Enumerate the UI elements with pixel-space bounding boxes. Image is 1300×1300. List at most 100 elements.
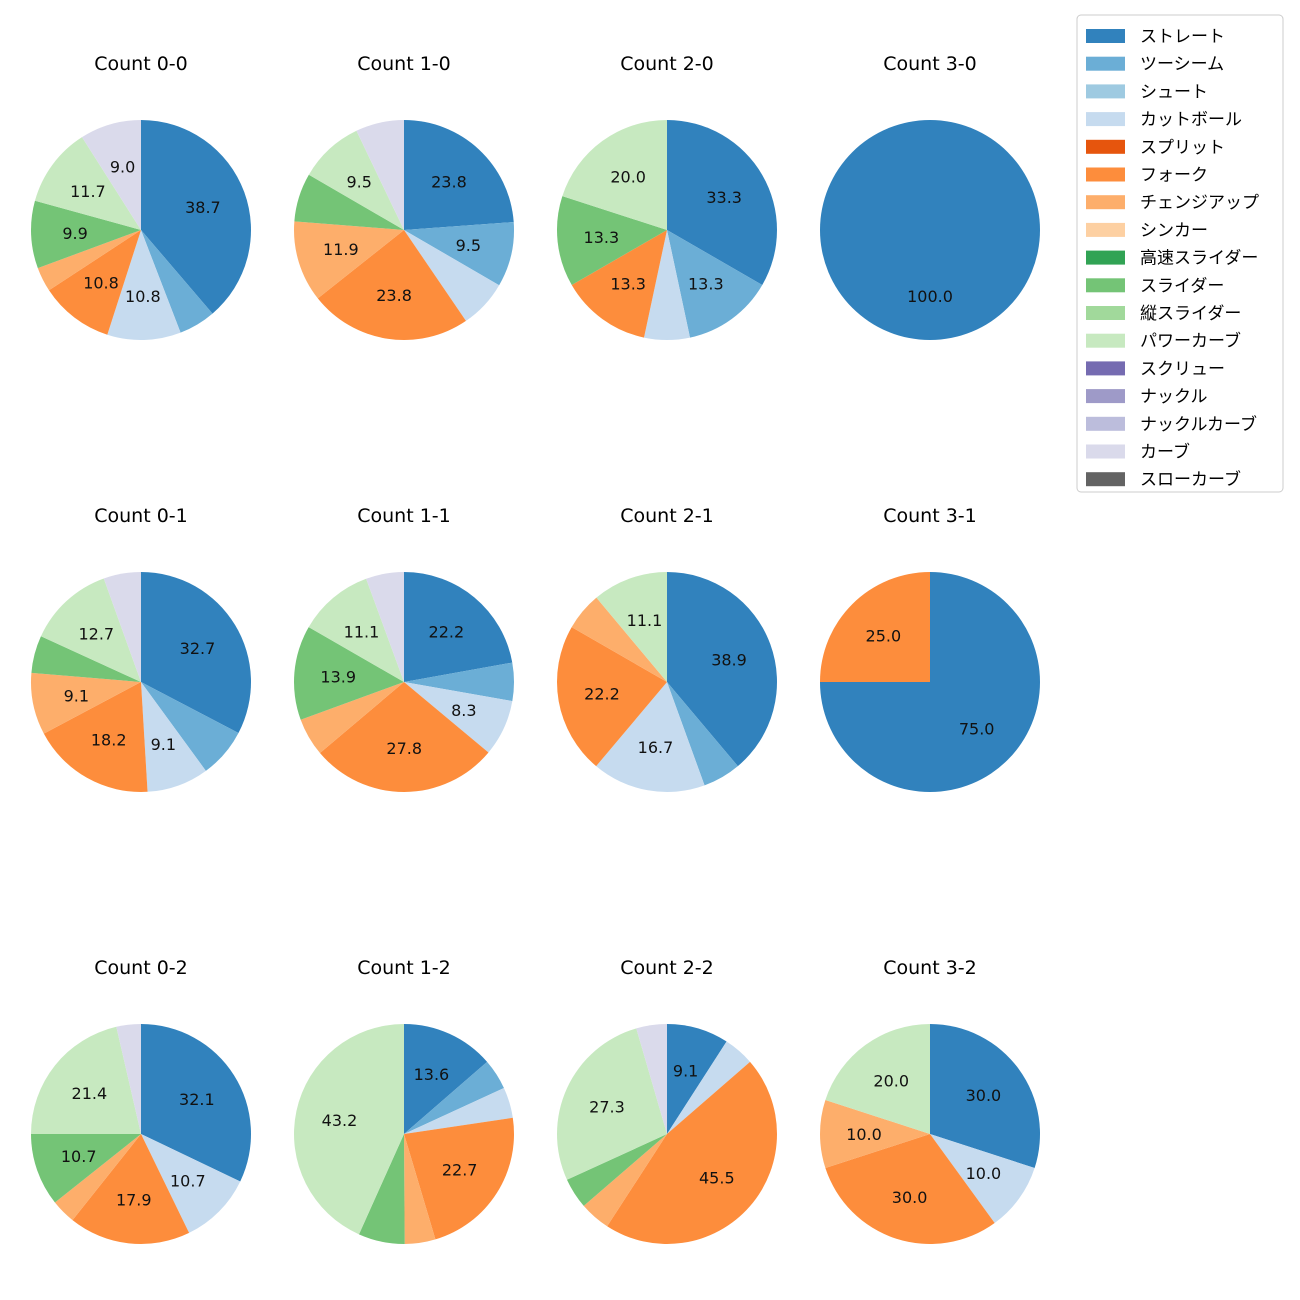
pie-title: Count 2-2 <box>620 957 714 979</box>
slice-label: 23.8 <box>376 286 412 305</box>
pie-slice <box>300 682 404 753</box>
pie-slice <box>557 1028 667 1180</box>
pie-1: Count 0-0 38.7 10.8 10.8 9.9 11.79.0 <box>31 53 251 341</box>
pie-slice <box>30 1134 141 1203</box>
legend-label: スプリット <box>1140 138 1225 158</box>
pie-8: Count 3-1 75.0 25.0 <box>820 505 1040 792</box>
slice-label: 10.8 <box>125 287 161 306</box>
pie-slice <box>72 1134 190 1244</box>
pie-slice <box>404 230 500 321</box>
pie-9: Count 0-2 32.1 10.7 17.9 10.7 21.4 <box>30 957 252 1244</box>
slice-label: 9.9 <box>62 224 87 243</box>
pie-slice <box>141 120 251 314</box>
pie-slice <box>103 572 141 682</box>
slice-label: 32.7 <box>180 639 216 658</box>
pie-title: Count 0-2 <box>94 957 188 979</box>
slice-label: 11.1 <box>344 623 380 642</box>
legend-swatch <box>1086 29 1125 43</box>
slice-label: 9.5 <box>456 236 481 255</box>
legend-swatch <box>1086 444 1125 459</box>
pie-slice <box>930 1024 1040 1168</box>
slice-label: 18.2 <box>91 731 127 750</box>
pie-slice <box>636 1024 667 1134</box>
slice-label: 27.3 <box>589 1098 625 1117</box>
slice-label: 20.0 <box>873 1072 909 1091</box>
pie-title: Count 1-1 <box>357 505 451 527</box>
pie-slice <box>294 221 404 299</box>
pie-slice <box>667 230 763 338</box>
pie-11: Count 2-2 9.1 45.5 27.3 <box>557 957 777 1244</box>
legend-swatch <box>1086 56 1125 71</box>
pie-slice <box>37 230 142 291</box>
slice-label: 45.5 <box>699 1168 735 1187</box>
slice-label: 38.7 <box>185 198 221 217</box>
pie-slice <box>571 597 667 682</box>
slice-label: 10.7 <box>170 1172 206 1191</box>
pie-slice <box>49 230 141 335</box>
pie-slice <box>667 572 777 767</box>
legend-frame <box>1076 14 1284 493</box>
pie-slice <box>667 1024 727 1134</box>
slice-label: 9.1 <box>673 1062 698 1081</box>
legend-swatch <box>1086 278 1125 293</box>
pie-slice <box>366 572 404 682</box>
legend-label: シュート <box>1140 82 1208 102</box>
pie-slice <box>404 682 513 753</box>
legend-label: チェンジアップ <box>1140 193 1259 213</box>
pie-slice <box>404 662 514 702</box>
pie-slice <box>566 1134 667 1206</box>
slice-label: 10.7 <box>61 1147 97 1166</box>
pie-5: Count 0-1 32.7 9.1 18.2 9.1 12.7 <box>31 505 251 793</box>
pie-slice <box>596 682 705 792</box>
slice-label: 23.8 <box>431 173 467 192</box>
slice-label: 22.7 <box>442 1160 478 1179</box>
slice-label: 75.0 <box>959 720 995 739</box>
pie-10: Count 1-2 13.6 22.7 43.2 <box>293 957 514 1244</box>
slice-label: 10.0 <box>846 1125 882 1144</box>
pie-slice <box>141 572 251 733</box>
slice-label: 9.0 <box>110 158 135 177</box>
slice-label: 12.7 <box>78 624 114 643</box>
pie-12: Count 3-2 30.0 10.0 30.0 10.0 20.0 <box>820 957 1040 1244</box>
legend-label: カーブ <box>1140 442 1190 463</box>
pie-title: Count 1-0 <box>357 53 451 75</box>
pie-slice <box>31 672 142 734</box>
pie-slice <box>294 174 404 230</box>
pie-slice <box>825 1024 930 1134</box>
slice-label: 20.0 <box>610 168 646 187</box>
slice-label: 38.9 <box>711 650 747 669</box>
pie-title: Count 2-1 <box>620 505 714 527</box>
pie-slice <box>31 1026 141 1134</box>
slice-label: 8.3 <box>451 701 476 720</box>
pie-slice <box>31 636 142 682</box>
legend-label: スクリュー <box>1140 359 1225 379</box>
pie-slice <box>141 230 213 333</box>
legend-swatch <box>1086 112 1125 127</box>
pie-slice <box>107 230 181 341</box>
pie-2: Count 1-0 23.8 9.5 23.8 11.9 9.5 <box>294 53 514 340</box>
pie-slice <box>294 627 404 720</box>
pie-title: Count 0-0 <box>94 53 188 75</box>
slice-label: 22.2 <box>584 684 620 703</box>
pie-slice <box>31 200 141 269</box>
legend-swatch <box>1086 139 1125 154</box>
pie-slice <box>820 1100 930 1168</box>
slice-label: 22.2 <box>429 622 465 641</box>
pie-slice <box>404 120 514 230</box>
slice-label: 16.7 <box>638 738 674 757</box>
pie-title: Count 0-1 <box>94 505 188 527</box>
pie-slice <box>141 1134 241 1233</box>
pie-slice <box>825 1134 995 1244</box>
legend-label: カットボール <box>1140 110 1242 130</box>
pie-slice <box>40 578 142 682</box>
slice-label: 27.8 <box>386 739 422 758</box>
slice-label: 13.3 <box>688 274 724 293</box>
legend-swatch <box>1086 416 1125 431</box>
legend-label: スローカーブ <box>1140 469 1241 490</box>
pie-slice <box>317 230 466 340</box>
legend-swatch <box>1086 250 1125 265</box>
pie-slice <box>667 1041 751 1134</box>
pie-slice <box>596 572 667 682</box>
pie-slice <box>141 682 239 771</box>
